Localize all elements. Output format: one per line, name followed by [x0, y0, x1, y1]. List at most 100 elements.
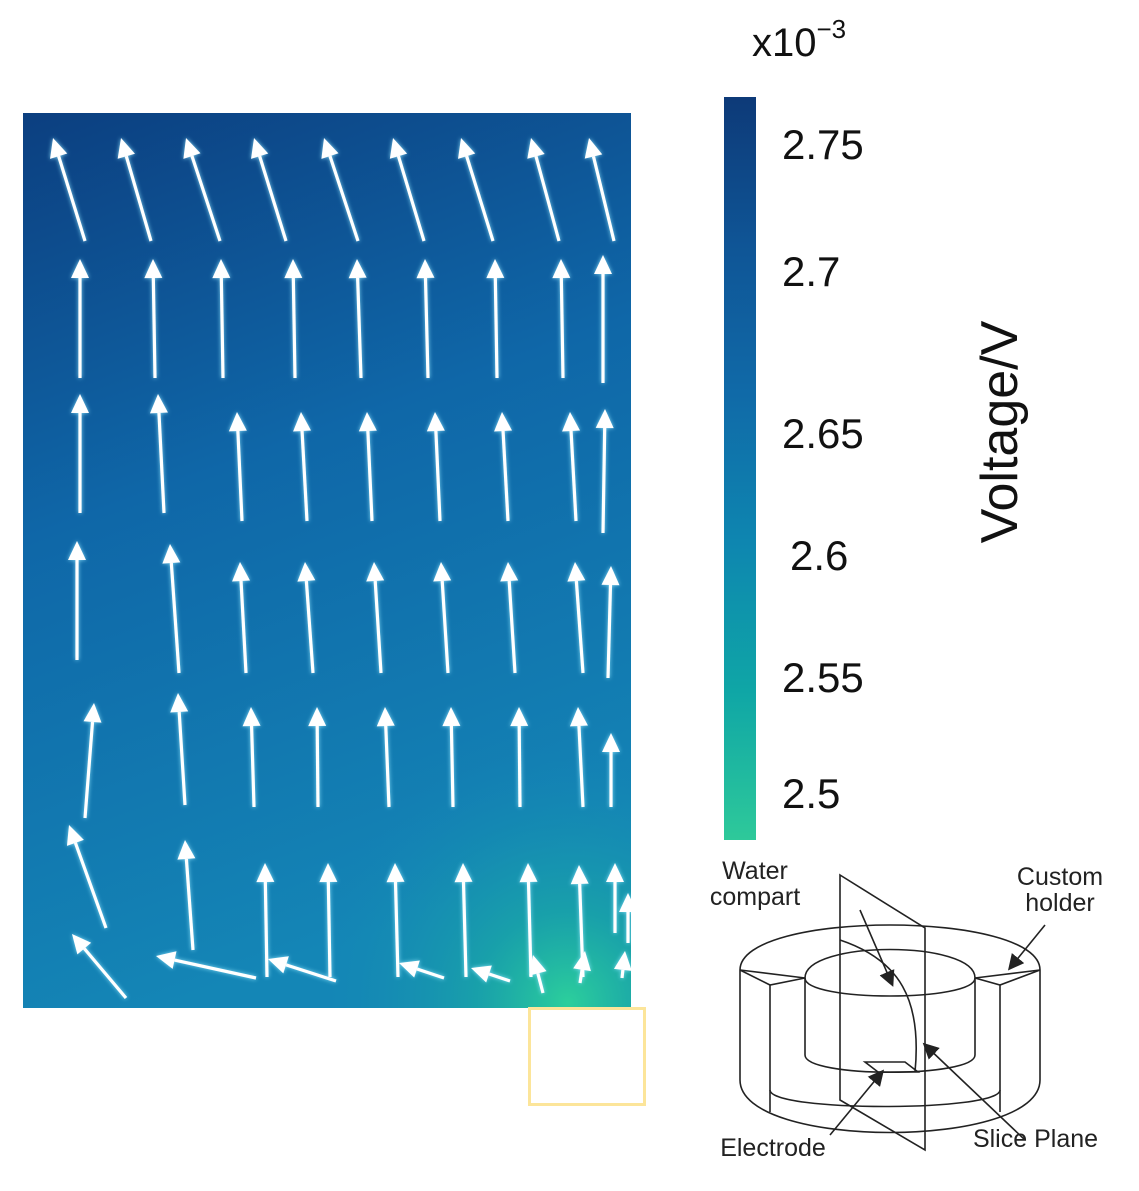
field-arrow-shaft: [507, 580, 517, 674]
field-arrow: [256, 863, 275, 978]
field-arrow-shaft: [57, 155, 87, 242]
field-arrow-shaft: [574, 580, 585, 674]
field-arrow: [573, 951, 591, 984]
field-arrow-head: [619, 893, 631, 912]
schematic-lines: [739, 873, 1046, 1152]
field-arrow-head: [268, 956, 289, 974]
field-arrow-head: [486, 259, 505, 279]
field-arrow: [321, 138, 360, 242]
field-arrow-shaft: [423, 277, 430, 379]
field-arrow: [284, 259, 303, 379]
field-arrow-head: [228, 412, 247, 432]
field-arrow-shaft: [83, 947, 128, 1000]
field-arrow: [308, 707, 327, 808]
field-arrow: [584, 138, 616, 242]
field-arrow-head: [348, 259, 367, 279]
holder-schematic: Water compart Custom holder Electrode Sl…: [660, 850, 1139, 1186]
field-arrow-shaft: [559, 277, 565, 379]
custom-holder-label: Custom holder: [995, 864, 1125, 917]
field-arrow: [527, 138, 561, 242]
electrode-highlight-box: [528, 1007, 646, 1106]
water-label-line2: compart: [709, 883, 801, 912]
field-arrow: [399, 960, 445, 980]
field-arrow-head: [71, 394, 89, 413]
field-arrow: [366, 562, 385, 674]
electrode-label: Electrode: [720, 1134, 826, 1162]
field-arrow-head: [433, 562, 452, 582]
field-arrow-shaft: [526, 881, 533, 978]
field-arrow-head: [519, 863, 538, 883]
field-arrow-shaft: [366, 430, 374, 522]
field-arrow-head: [162, 544, 181, 564]
field-arrow-head: [183, 138, 201, 159]
field-arrow-shaft: [151, 277, 157, 379]
field-arrow: [433, 562, 452, 674]
field-arrow: [567, 562, 586, 674]
field-arrow-head: [494, 412, 513, 432]
field-arrow: [442, 707, 461, 808]
field-arrow: [228, 412, 247, 522]
field-arrow-shaft: [219, 277, 225, 379]
field-arrow-shaft: [249, 725, 256, 808]
field-arrow-head: [156, 951, 177, 969]
custom-label-line2: holder: [1025, 889, 1095, 918]
field-arrow: [212, 259, 231, 379]
field-arrow: [156, 951, 257, 980]
colorbar-tick: 2.7: [782, 248, 841, 295]
field-arrow: [595, 409, 614, 534]
field-arrow-shaft: [300, 430, 309, 522]
field-arrow: [68, 541, 86, 660]
field-arrow-shaft: [73, 842, 108, 929]
field-arrow-shaft: [434, 430, 442, 522]
exponent-power: −3: [816, 14, 847, 44]
colorbar-tick: 2.6: [790, 532, 849, 579]
water-compartment-label: Water compart: [700, 858, 810, 911]
field-arrow-head: [442, 707, 461, 727]
field-arrow-head: [602, 733, 620, 752]
field-arrow: [358, 412, 377, 522]
field-arrow-head: [570, 865, 589, 885]
field-arrow: [293, 412, 312, 522]
colorbar-tick: 2.5: [782, 770, 841, 817]
field-arrow-shaft: [578, 969, 584, 984]
field-arrow-shaft: [440, 580, 450, 674]
field-arrow-shaft: [157, 412, 166, 514]
field-arrow: [83, 703, 102, 819]
field-arrow-head: [386, 863, 405, 883]
field-arrow-shaft: [569, 430, 578, 522]
field-arrow: [510, 707, 529, 808]
field-arrow-head: [595, 409, 614, 429]
field-arrow-shaft: [591, 156, 616, 242]
field-arrow-head: [562, 412, 581, 432]
field-arrow-head: [584, 138, 603, 159]
field-arrow: [386, 863, 405, 978]
field-arrow: [519, 863, 538, 978]
field-arrow: [242, 707, 261, 808]
field-arrow-shaft: [291, 277, 297, 379]
field-arrow: [183, 138, 222, 242]
field-arrow-shaft: [606, 584, 613, 679]
field-arrow-shaft: [601, 427, 607, 534]
field-arrow: [162, 544, 181, 674]
field-arrow-shaft: [536, 972, 545, 994]
field-map: [23, 113, 631, 1008]
field-arrow-shaft: [465, 155, 495, 242]
field-arrow: [348, 259, 367, 379]
field-arrow: [319, 863, 338, 978]
field-arrow-head: [242, 707, 261, 727]
field-hotspot: [23, 113, 631, 1008]
field-arrow-head: [454, 863, 473, 883]
field-arrow-head: [319, 863, 338, 883]
colorbar: [724, 97, 756, 840]
field-arrow-head: [232, 562, 251, 582]
field-arrow-head: [527, 138, 545, 159]
field-arrow: [562, 412, 581, 522]
field-arrows: [50, 138, 631, 1000]
field-arrow-head: [308, 707, 327, 727]
field-arrow: [268, 956, 337, 983]
field-arrow: [613, 951, 631, 979]
field-arrow-shaft: [326, 881, 332, 978]
field-arrow: [66, 825, 108, 929]
field-arrow-head: [71, 259, 89, 278]
field-arrow-head: [471, 965, 492, 983]
